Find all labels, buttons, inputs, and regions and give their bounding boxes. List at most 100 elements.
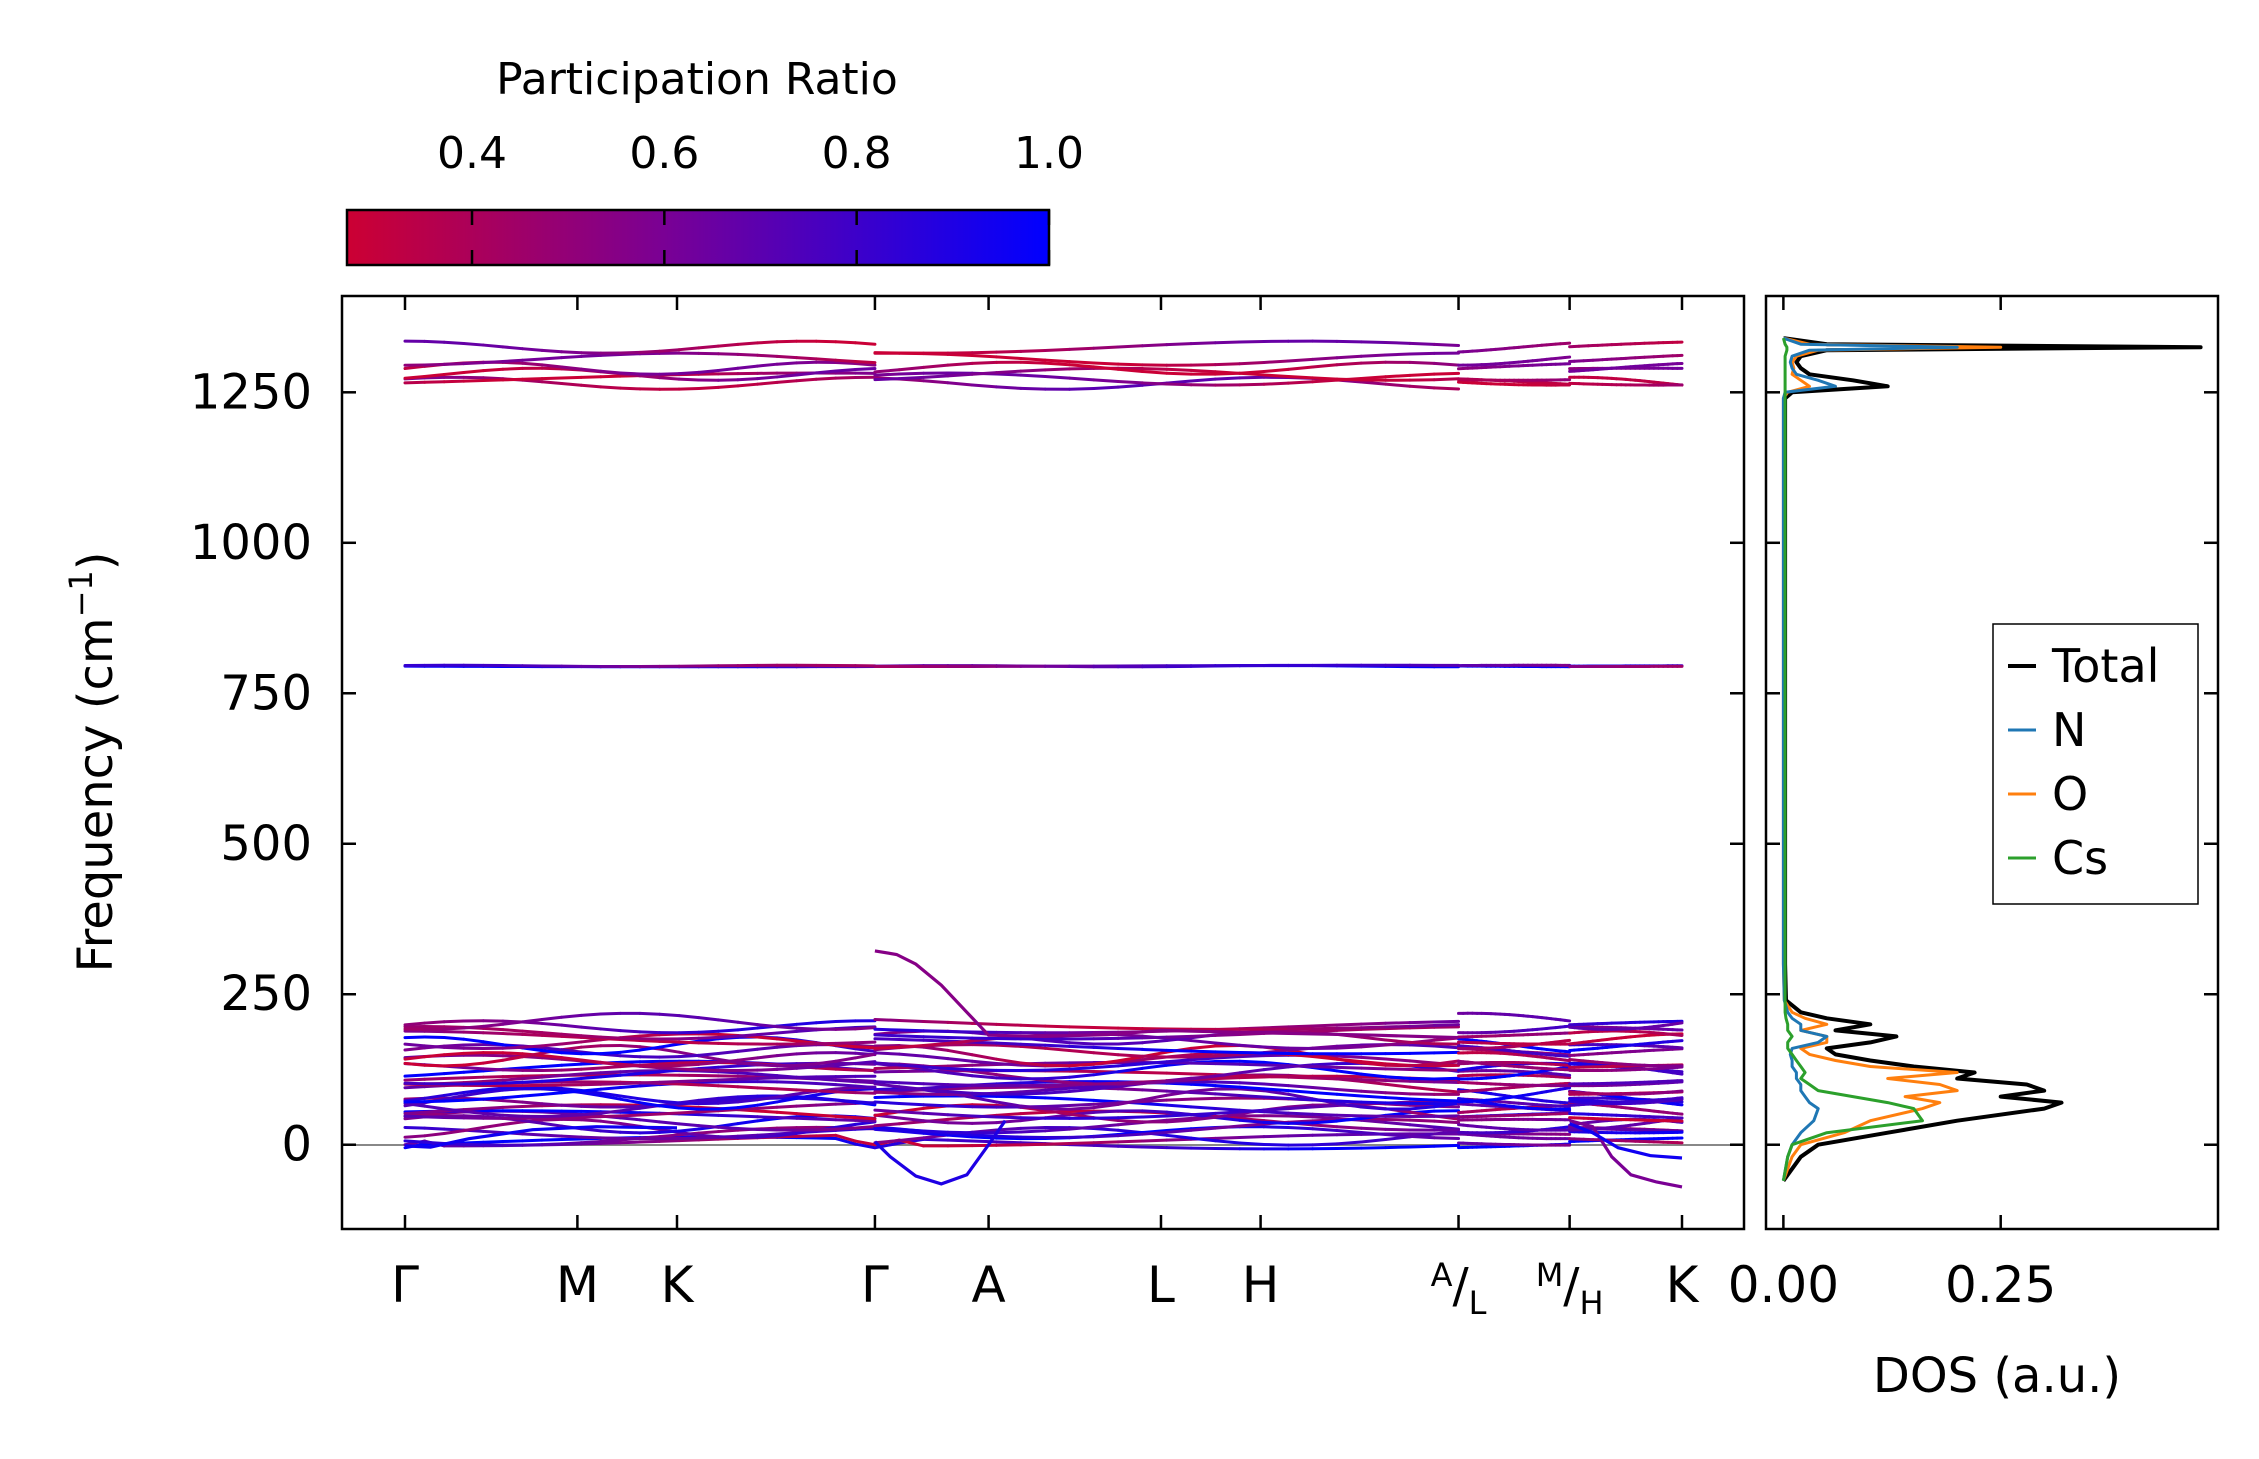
y-tick-label: 750 [220, 665, 312, 721]
phonon-band-segment [542, 1065, 562, 1066]
phonon-band-segment [1264, 1122, 1288, 1123]
phonon-band-segment [503, 1034, 523, 1035]
phonon-band-segment [1191, 1046, 1215, 1048]
phonon-band-segment [757, 1056, 777, 1058]
phonon-band-segment [972, 1097, 996, 1102]
phonon-band-segment [836, 360, 856, 361]
phonon-band-segment [816, 359, 836, 360]
phonon-band-segment [1240, 1053, 1264, 1054]
phonon-band-segment [601, 371, 621, 373]
phonon-band-segment [1167, 1148, 1191, 1149]
phonon-band-segment [1118, 1064, 1142, 1066]
phonon-band-segment [1118, 1117, 1142, 1118]
phonon-band-segment [1045, 1129, 1069, 1131]
phonon-band-segment [777, 1039, 797, 1041]
phonon-band-segment [660, 1122, 680, 1124]
phonon-band-segment [1386, 1122, 1410, 1124]
phonon-band-segment [1361, 1091, 1385, 1093]
phonon-band-segment [797, 379, 817, 380]
phonon-band-segment [1069, 1089, 1093, 1091]
phonon-band-segment [581, 1027, 601, 1029]
phonon-band-segment [1069, 368, 1093, 369]
phonon-band-segment [948, 1022, 972, 1023]
phonon-band-segment [1361, 1148, 1385, 1149]
phonon-band-segment [1410, 1146, 1434, 1147]
phonon-band-segment [425, 1074, 445, 1075]
phonon-band-segment [640, 1013, 660, 1014]
phonon-band-segment [1021, 370, 1045, 371]
phonon-band-segment [1240, 1083, 1264, 1084]
phonon-band-segment [1361, 1096, 1385, 1098]
phonon-band-segment [855, 1082, 875, 1083]
phonon-band-segment [718, 1137, 738, 1138]
phonon-band-segment [777, 1106, 797, 1107]
phonon-band-segment [1118, 1043, 1142, 1044]
phonon-band-segment [972, 1087, 996, 1088]
phonon-band-segment [972, 1042, 996, 1043]
phonon-band-segment [1045, 1026, 1069, 1027]
kpoint-label: M/H [1536, 1256, 1604, 1322]
phonon-band-segment [972, 352, 996, 353]
phonon-band-segment [948, 1123, 972, 1124]
phonon-band-segment [620, 1107, 640, 1108]
phonon-band-segment [464, 1053, 484, 1054]
phonon-band-segment [483, 1124, 503, 1127]
phonon-band-segment [483, 369, 503, 370]
phonon-band-segment [679, 1140, 699, 1141]
phonon-band-segment [1021, 1025, 1045, 1026]
phonon-band-segment [640, 1085, 660, 1086]
phonon-band-segment [1337, 1024, 1361, 1025]
phonon-band-segment [777, 1054, 797, 1056]
phonon-band-segment [1288, 1066, 1312, 1067]
phonon-band-segment [924, 1047, 948, 1050]
phonon-band-segment [1045, 1088, 1069, 1090]
y-axis-label: Frequency (cm−1) [62, 551, 124, 972]
phonon-band-segment [1142, 1090, 1166, 1091]
phonon-band-segment [1337, 356, 1361, 358]
phonon-band-segment [924, 1105, 948, 1106]
phonon-band-segment [924, 1084, 948, 1085]
phonon-band-segment [581, 1106, 601, 1107]
phonon-band-segment [816, 1115, 836, 1116]
phonon-band-segment [1264, 369, 1288, 371]
phonon-band-segment [1191, 1041, 1215, 1043]
phonon-band-segment [972, 1105, 996, 1106]
phonon-band-segment [542, 1051, 562, 1053]
phonon-band-segment [1191, 1098, 1215, 1099]
phonon-band-segment [1142, 1073, 1166, 1074]
phonon-band-segment [1045, 1144, 1069, 1145]
phonon-band-segment [875, 1019, 899, 1020]
phonon-band-segment [797, 1064, 817, 1066]
phonon-band-segment [777, 1128, 797, 1129]
phonon-band-segment [1410, 1022, 1434, 1023]
phonon-band-segment [640, 1141, 660, 1142]
phonon-band-segment [1434, 1078, 1458, 1079]
phonon-band-segment [836, 1063, 856, 1065]
phonon-band-segment [405, 1083, 425, 1084]
phonon-band-segment [581, 355, 601, 356]
phonon-band-segment [948, 1085, 972, 1086]
phonon-band-segment [757, 1037, 777, 1039]
phonon-band-segment [1410, 1120, 1434, 1121]
phonon-band-segment [797, 1023, 817, 1025]
phonon-band-segment [855, 343, 875, 344]
phonon-band-segment [836, 377, 856, 378]
phonon-band-segment [444, 381, 464, 382]
phonon-band-segment [738, 354, 758, 355]
phonon-band-segment [777, 375, 797, 377]
phonon-band-segment [483, 1080, 503, 1081]
phonon-band-segment [836, 1100, 856, 1101]
phonon-band-segment [1361, 342, 1385, 343]
phonon-band-segment [738, 1035, 758, 1036]
phonon-band-segment [816, 371, 836, 373]
phonon-band-segment [738, 1028, 758, 1030]
phonon-band-segment [542, 350, 562, 351]
phonon-band-segment [797, 1028, 817, 1029]
kpoint-label: H [1242, 1256, 1280, 1314]
phonon-band-segment [1410, 374, 1434, 375]
phonon-band-segment [425, 341, 445, 342]
phonon-band-segment [777, 356, 797, 357]
phonon-band-segment [797, 1083, 817, 1084]
phonon-band-segment [562, 1034, 582, 1036]
